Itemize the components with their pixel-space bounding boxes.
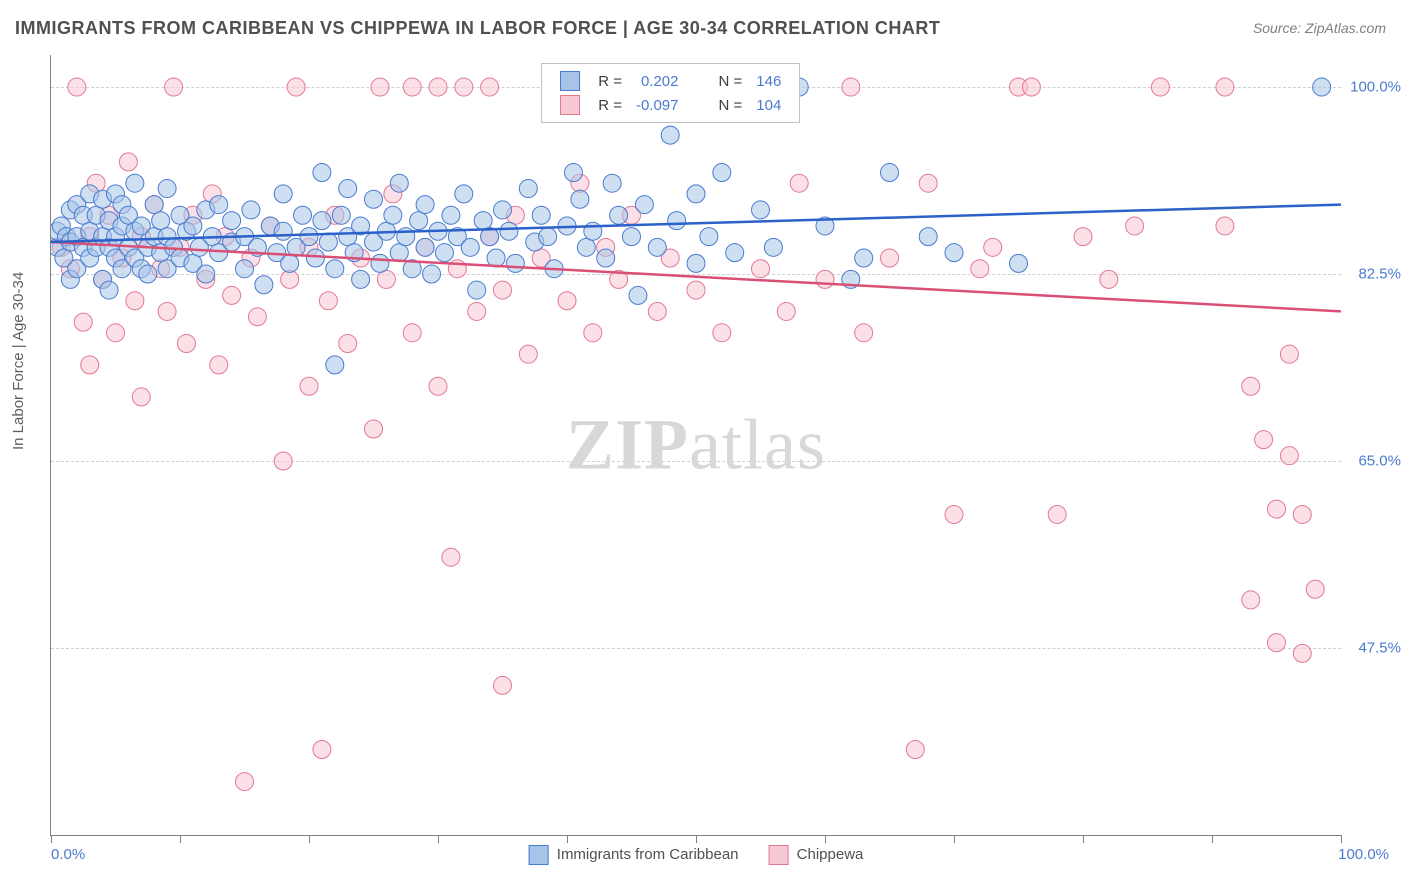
xaxis-max-label: 100.0% (1338, 846, 1389, 863)
legend-item-pink: Chippewa (769, 845, 864, 865)
chart-title: IMMIGRANTS FROM CARIBBEAN VS CHIPPEWA IN… (15, 18, 940, 39)
ytick-label: 100.0% (1346, 79, 1401, 96)
xtick (1341, 835, 1342, 843)
xtick (696, 835, 697, 843)
correlation-legend: R = 0.202 N = 146 R = -0.097 N = 104 (541, 63, 800, 123)
xtick (438, 835, 439, 843)
legend-row-pink: R = -0.097 N = 104 (554, 94, 787, 116)
plot-area: ZIPatlas R = 0.202 N = 146 R = -0.097 N … (50, 55, 1341, 836)
xtick (954, 835, 955, 843)
xtick (1083, 835, 1084, 843)
ytick-label: 65.0% (1346, 453, 1401, 470)
xtick (1212, 835, 1213, 843)
series-legend: Immigrants from Caribbean Chippewa (529, 845, 864, 865)
legend-swatch-pink-icon (769, 845, 789, 865)
ytick-label: 82.5% (1346, 266, 1401, 283)
trend-lines-layer (51, 55, 1341, 835)
legend-swatch-blue-icon (529, 845, 549, 865)
xtick (825, 835, 826, 843)
xtick (51, 835, 52, 843)
ytick-label: 47.5% (1346, 640, 1401, 657)
legend-swatch-blue (560, 71, 580, 91)
xaxis-min-label: 0.0% (51, 846, 85, 863)
xtick (309, 835, 310, 843)
yaxis-label: In Labor Force | Age 30-34 (10, 272, 27, 450)
xtick (567, 835, 568, 843)
legend-row-blue: R = 0.202 N = 146 (554, 70, 787, 92)
xtick (180, 835, 181, 843)
legend-swatch-pink (560, 95, 580, 115)
source-label: Source: ZipAtlas.com (1253, 20, 1386, 36)
legend-item-blue: Immigrants from Caribbean (529, 845, 739, 865)
